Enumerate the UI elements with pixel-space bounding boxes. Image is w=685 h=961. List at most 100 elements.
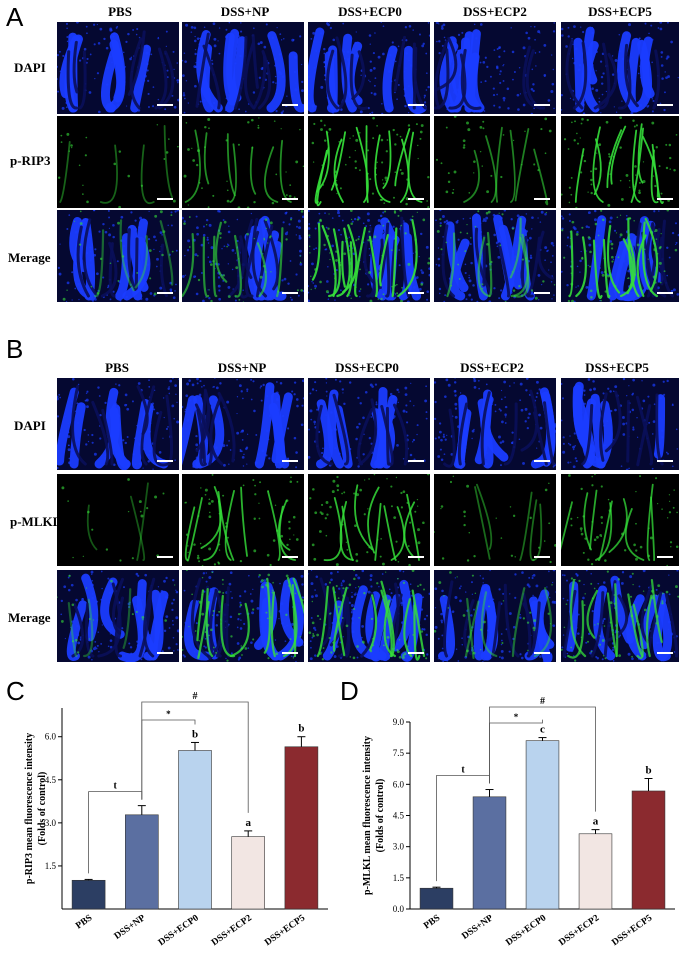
scale-bar [657, 652, 673, 654]
bar [71, 879, 106, 910]
y-axis-label: p-MLKL mean fluorescence intensity [362, 736, 373, 895]
col-label-pbs-a: PBS [108, 4, 132, 19]
col-label-ecp5-b: DSS+ECP5 [585, 360, 649, 375]
micrograph-a-merge-0 [57, 210, 179, 302]
bar-chart-pmlkl: 0.0 1.5 3.0 4.5 6.0 7.5 9.0 p-MLKL mean fluores… [362, 696, 675, 948]
scale-bar [282, 104, 298, 106]
panel-letter-a: A [6, 2, 24, 32]
micrograph-b-merge-2 [308, 570, 430, 662]
micrograph-b-dapi-2 [308, 378, 430, 470]
bar [419, 887, 454, 910]
scale-bar [408, 652, 424, 654]
panel-letter-b: B [6, 334, 24, 364]
scale-bar [157, 104, 173, 106]
micrograph-b-dapi-4 [561, 378, 679, 470]
bar [578, 833, 613, 910]
bar [231, 836, 265, 910]
micrograph-a-dapi-0 [57, 22, 179, 114]
col-label-dssnp-b: DSS+NP [217, 360, 267, 375]
scale-bar [408, 104, 424, 106]
scale-bar [282, 460, 298, 462]
significance-letter: a [245, 817, 251, 829]
micrograph-b-green-1 [182, 474, 304, 566]
x-tick-label: DSS+ECP0 [504, 913, 548, 948]
bar [178, 750, 212, 910]
micrograph-a-green-0 [57, 116, 179, 208]
scale-bar [657, 556, 673, 558]
x-tick-label: DSS+ECP0 [157, 913, 201, 948]
row-label-merage-b: Merage [8, 610, 51, 625]
bar [472, 796, 507, 910]
micrograph-b-merge-4 [561, 570, 679, 662]
y-axis-label: p-RIP3 mean fluorescence intensity [24, 733, 35, 884]
y-tick-label: 6.0 [45, 732, 57, 742]
col-label-ecp5-a: DSS+ECP5 [588, 4, 652, 19]
significance-letter: b [298, 723, 304, 735]
bracket-label: # [540, 696, 545, 707]
micrograph-a-dapi-4 [561, 22, 679, 114]
micrograph-b-dapi-0 [57, 378, 179, 470]
scale-bar [282, 292, 298, 294]
row-label-merage-a: Merage [8, 250, 51, 265]
micrograph-a-green-2 [308, 116, 430, 208]
bracket-label: t [461, 765, 465, 776]
x-tick-label: DSS+ECP2 [210, 913, 254, 948]
significance-letter: b [192, 728, 198, 740]
row-label-dapi-b: DAPI [14, 418, 46, 433]
micrograph-a-merge-3 [434, 210, 556, 302]
x-tick-label: PBS [74, 913, 94, 931]
scale-bar [157, 556, 173, 558]
y-tick-label: 4.5 [393, 811, 405, 821]
scale-bar [657, 198, 673, 200]
scale-bar [157, 460, 173, 462]
micrograph-a-dapi-1 [182, 22, 304, 114]
significance-letter: a [593, 816, 599, 828]
scale-bar [657, 460, 673, 462]
col-label-ecp0-a: DSS+ECP0 [338, 4, 402, 19]
col-label-ecp2-b: DSS+ECP2 [460, 360, 524, 375]
micrograph-a-merge-4 [561, 210, 679, 302]
micrograph-b-merge-1 [182, 570, 304, 662]
scale-bar [282, 556, 298, 558]
scale-bar [408, 460, 424, 462]
micrograph-b-merge-0 [57, 570, 179, 662]
bar [284, 746, 319, 910]
y-tick-label: 9.0 [393, 717, 405, 727]
micrograph-a-green-3 [434, 116, 556, 208]
bracket-label: * [514, 712, 519, 722]
scale-bar [408, 292, 424, 294]
x-tick-label: PBS [422, 913, 442, 931]
micrograph-b-green-0 [57, 474, 179, 566]
x-tick-label: DSS+ECP2 [557, 913, 601, 948]
y-tick-label: 3.0 [45, 818, 57, 828]
y-tick-label: 1.5 [45, 861, 57, 871]
x-tick-label: DSS+ECP5 [610, 913, 654, 948]
scale-bar [282, 198, 298, 200]
scale-bar [657, 104, 673, 106]
col-label-ecp2-a: DSS+ECP2 [463, 4, 527, 19]
x-tick-label: DSS+NP [113, 913, 148, 942]
y-axis-label: (Folds of control) [375, 779, 386, 853]
micrograph-a-dapi-3 [434, 22, 556, 114]
y-axis-label: (Folds of control) [37, 772, 48, 846]
scale-bar [534, 292, 550, 294]
row-label-dapi-a: DAPI [14, 60, 46, 75]
significance-bracket [489, 706, 596, 812]
scale-bar [657, 292, 673, 294]
col-label-ecp0-b: DSS+ECP0 [335, 360, 399, 375]
bracket-label: * [166, 709, 171, 719]
x-tick-label: DSS+ECP5 [263, 913, 307, 948]
scale-bar [534, 556, 550, 558]
scale-bar [282, 652, 298, 654]
scale-bar [157, 198, 173, 200]
y-tick-label: 3.0 [393, 842, 405, 852]
panel-letter-c: C [6, 676, 25, 706]
x-tick-label: DSS+NP [460, 913, 495, 942]
micrograph-a-green-4 [561, 116, 679, 208]
scale-bar [157, 652, 173, 654]
micrograph-a-green-1 [182, 116, 304, 208]
micrograph-a-dapi-2 [308, 22, 430, 114]
scale-bar [534, 652, 550, 654]
bracket-label: # [193, 691, 198, 702]
y-tick-label: 4.5 [45, 775, 57, 785]
